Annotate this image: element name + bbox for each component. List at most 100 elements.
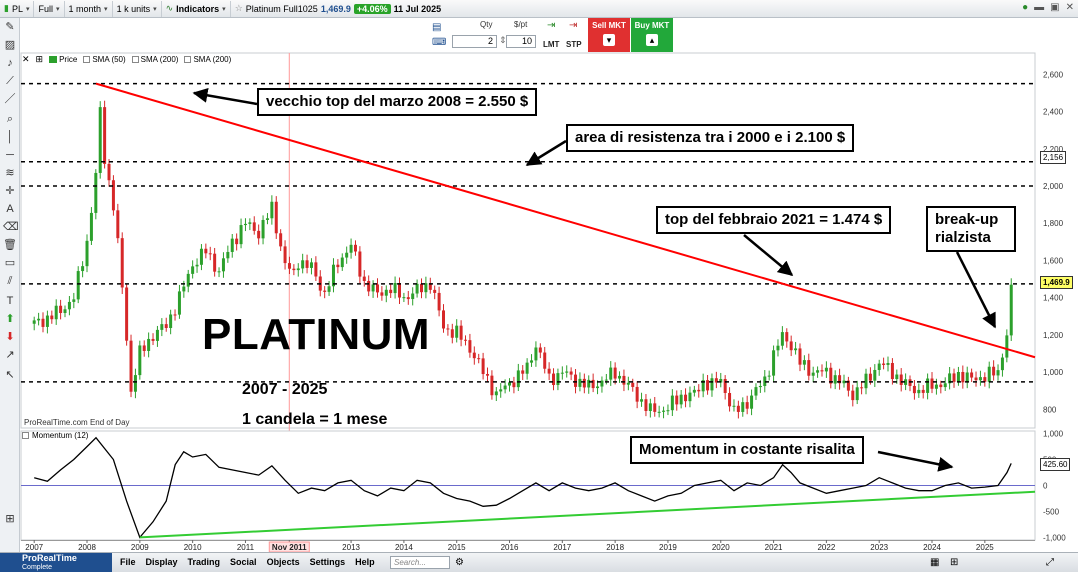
trash-icon[interactable]: 🗑 <box>3 239 17 251</box>
search-input[interactable]: Search... <box>390 556 450 569</box>
legend-sma-50-label: SMA (50) <box>92 54 126 64</box>
per-point-input[interactable]: 10 <box>506 35 536 48</box>
settings-icon[interactable]: ⚙ <box>455 557 464 568</box>
vertical-line-icon[interactable]: │ <box>6 131 14 143</box>
restore-icon[interactable]: ▣ <box>1050 2 1060 13</box>
candle-body <box>72 299 76 302</box>
qty-input[interactable]: 2 <box>452 35 497 48</box>
stop-order-button[interactable]: STP <box>566 40 582 49</box>
candle-body <box>780 332 784 346</box>
limit-order-button[interactable]: LMT <box>543 40 560 49</box>
refresh-icon[interactable]: ● <box>1022 2 1029 13</box>
period-selector[interactable]: 1 month ▾ <box>65 0 113 17</box>
grid-icon[interactable]: ⊞ <box>950 557 959 568</box>
buy-market-button[interactable]: Buy MKT ▴ <box>631 18 673 52</box>
cursor-icon[interactable]: ↖ <box>5 369 15 381</box>
candle-body <box>965 372 969 383</box>
legend-sma-200-b[interactable]: SMA (200) <box>184 55 231 64</box>
candle-body <box>868 373 872 381</box>
menu-settings[interactable]: Settings <box>309 557 346 567</box>
close-pane-icon[interactable]: ✕ <box>22 53 30 64</box>
candle-body <box>714 378 718 383</box>
candle-body <box>956 371 960 382</box>
expand-icon[interactable]: ⤢ <box>1046 557 1054 568</box>
stop-order-icon[interactable]: ⇥ <box>569 20 578 31</box>
arrow-up-icon[interactable]: ⬆ <box>5 313 15 325</box>
candle-body <box>688 392 692 402</box>
menu-display[interactable]: Display <box>145 557 178 567</box>
time-axis-label: 2015 <box>448 543 466 552</box>
candle-body <box>948 373 952 384</box>
range-selector[interactable]: Full ▾ <box>34 0 65 17</box>
candle-body <box>402 297 406 299</box>
layout-icon[interactable]: ▦ <box>930 557 940 568</box>
rectangle-icon[interactable]: ▭ <box>4 257 16 269</box>
arrow-icon[interactable]: ↗ <box>5 349 15 361</box>
annotation-momentum: Momentum in costante risalita <box>630 436 864 464</box>
legend-sma-200-a[interactable]: SMA (200) <box>131 55 178 64</box>
price-axis-tick: 1,400 <box>1043 294 1064 303</box>
pencil-icon[interactable]: ✎ <box>5 21 15 33</box>
indicators-button[interactable]: ∿ Indicators ▾ <box>162 0 231 17</box>
add-indicator-icon[interactable]: ⊞ <box>5 513 15 525</box>
candle-body <box>37 318 41 321</box>
instrument-name: Platinum Full1025 <box>245 3 318 14</box>
minimize-icon[interactable]: ▬ <box>1034 2 1045 13</box>
sell-market-button[interactable]: Sell MKT ▾ <box>588 18 630 52</box>
limit-order-icon[interactable]: ⇥ <box>547 20 556 31</box>
time-axis-label: 2008 <box>78 543 96 552</box>
candle-body <box>706 380 710 391</box>
ruler-icon[interactable]: ▨ <box>4 39 16 51</box>
menu-objects[interactable]: Objects <box>266 557 300 567</box>
bottom-bar: ProRealTime Complete File Display Tradin… <box>0 552 1078 572</box>
star-icon[interactable]: ☆ <box>234 3 243 13</box>
menu-file[interactable]: File <box>120 557 136 567</box>
legend-sma-50[interactable]: SMA (50) <box>83 54 126 64</box>
checkbox-icon <box>83 55 91 63</box>
candle-body <box>829 367 833 384</box>
arrow-down-icon[interactable]: ⬇ <box>5 331 15 343</box>
cross-icon[interactable]: ✛ <box>5 185 15 197</box>
candle-body <box>772 350 776 376</box>
candle-body <box>389 289 393 294</box>
units-selector[interactable]: 1 k units ▾ <box>113 0 162 17</box>
candle-body <box>54 305 58 320</box>
add-pane-icon[interactable]: ⊞ <box>35 53 44 64</box>
brand-logo[interactable]: ProRealTime Complete <box>0 553 112 572</box>
menu-social[interactable]: Social <box>230 557 257 567</box>
brand-name: ProRealTime <box>22 553 77 563</box>
eraser-icon[interactable]: ⌫ <box>3 221 19 233</box>
price-legend: ✕ ⊞ Price SMA (50) SMA (200) SMA (200) <box>22 53 231 65</box>
menu-trading[interactable]: Trading <box>187 557 221 567</box>
arrow-old-top <box>192 87 258 106</box>
candle-body <box>169 314 173 329</box>
segment-icon[interactable]: ⟋ <box>6 75 14 87</box>
menu-help[interactable]: Help <box>355 557 375 567</box>
order-ticket-icon[interactable]: ▤ <box>432 22 442 33</box>
keyboard-icon[interactable]: ⌨ <box>432 37 447 48</box>
price-axis-tick: 1,200 <box>1043 331 1064 340</box>
text-tool-icon[interactable]: A <box>6 203 14 215</box>
close-icon[interactable]: ✕ <box>1065 2 1074 13</box>
candle-body <box>41 318 45 327</box>
candle-body <box>239 225 243 245</box>
text-box-icon[interactable]: T <box>6 295 14 307</box>
candle-body <box>776 345 780 351</box>
momentum-axis-tick: 1,000 <box>1043 430 1064 439</box>
bell-icon[interactable]: ♪ <box>7 57 13 69</box>
candle-body <box>1000 357 1004 371</box>
momentum-axis-tick: -1,000 <box>1043 533 1066 542</box>
momentum-legend[interactable]: Momentum (12) <box>22 431 88 440</box>
horizontal-line-icon[interactable]: ─ <box>6 149 14 161</box>
symbol-selector[interactable]: ▮ PL ▾ <box>0 0 35 17</box>
line-icon[interactable]: ／ <box>4 93 16 105</box>
channel-icon[interactable]: ⫽ <box>7 275 13 287</box>
legend-price[interactable]: Price <box>49 55 77 64</box>
qty-stepper-icon[interactable]: ⇕ <box>499 35 507 45</box>
candle-body <box>279 233 283 247</box>
zoom-icon[interactable]: ⌕ <box>6 113 14 125</box>
chevron-down-icon: ▾ <box>222 5 226 13</box>
candle-body <box>120 238 124 288</box>
fibonacci-icon[interactable]: ≋ <box>5 167 15 179</box>
